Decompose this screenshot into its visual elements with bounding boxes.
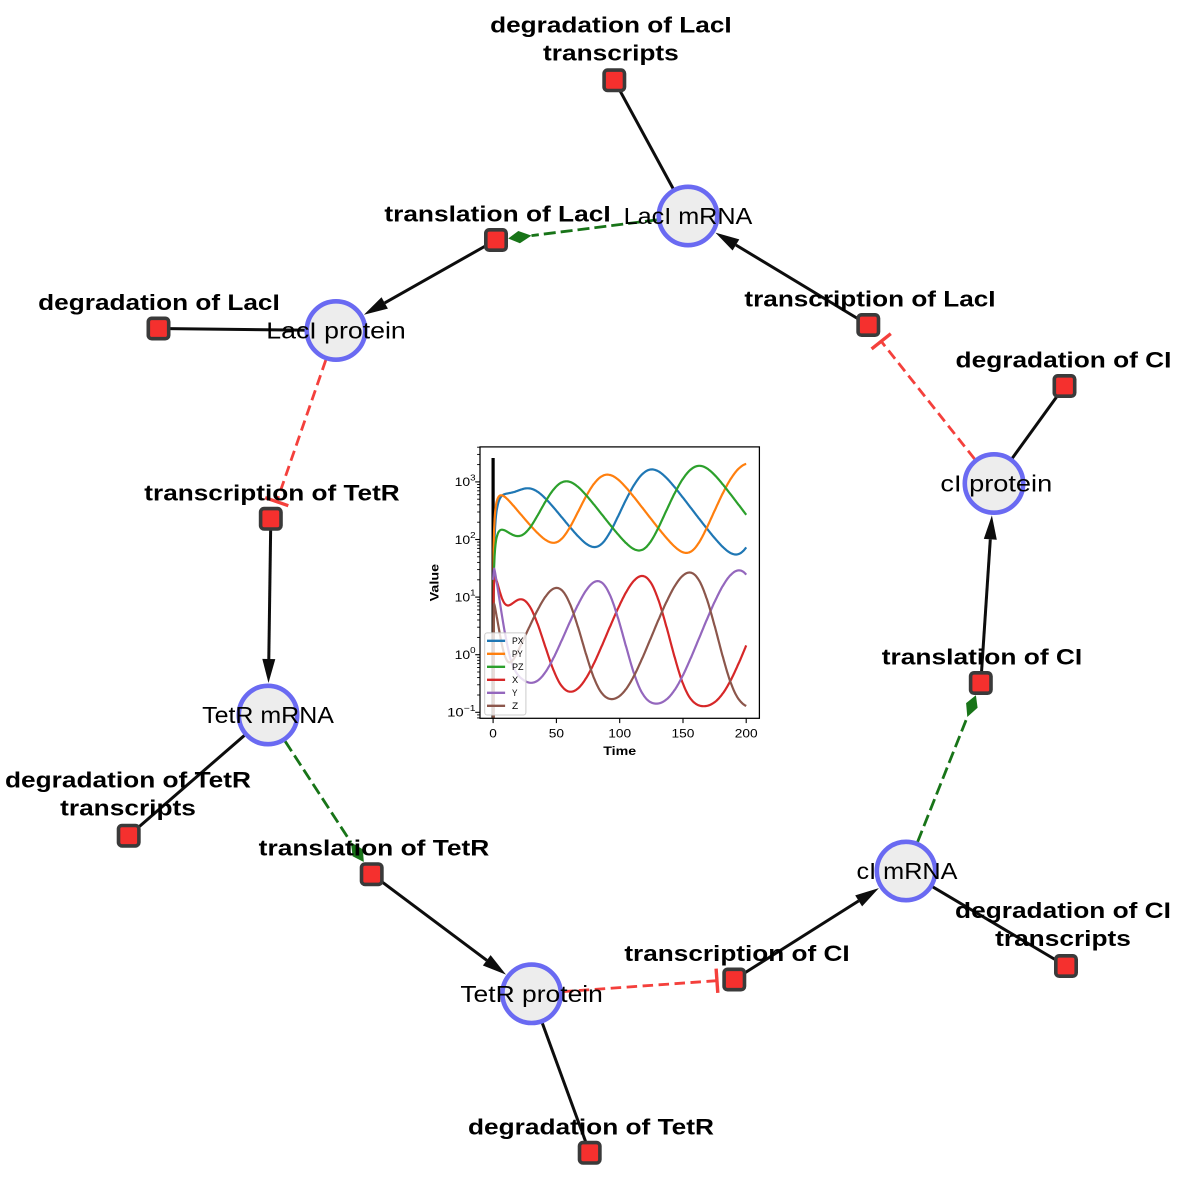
- svg-text:translation of LacI: translation of LacI: [384, 202, 610, 227]
- svg-text:transcription of CI: transcription of CI: [624, 941, 849, 966]
- svg-text:degradation of CI: degradation of CI: [955, 898, 1171, 923]
- svg-text:degradation of LacI: degradation of LacI: [490, 12, 732, 37]
- svg-text:Y: Y: [512, 688, 518, 698]
- svg-text:degradation of LacI: degradation of LacI: [38, 290, 280, 315]
- svg-text:transcription of LacI: transcription of LacI: [744, 287, 995, 312]
- svg-text:100: 100: [608, 727, 631, 741]
- svg-text:LacI mRNA: LacI mRNA: [624, 203, 753, 229]
- svg-text:Value: Value: [428, 563, 442, 601]
- svg-text:X: X: [512, 675, 518, 685]
- svg-text:150: 150: [672, 727, 695, 741]
- svg-text:50: 50: [549, 727, 565, 741]
- svg-text:degradation of TetR: degradation of TetR: [468, 1114, 714, 1139]
- svg-text:cI protein: cI protein: [940, 471, 1052, 497]
- svg-text:transcripts: transcripts: [543, 40, 679, 65]
- svg-text:translation of TetR: translation of TetR: [259, 836, 490, 861]
- svg-text:PX: PX: [512, 636, 524, 646]
- svg-text:TetR mRNA: TetR mRNA: [202, 702, 335, 728]
- svg-text:transcription of TetR: transcription of TetR: [144, 480, 400, 505]
- svg-text:degradation of CI: degradation of CI: [956, 348, 1172, 373]
- svg-text:degradation of TetR: degradation of TetR: [5, 768, 251, 793]
- svg-text:PZ: PZ: [512, 662, 524, 672]
- svg-text:transcripts: transcripts: [60, 796, 196, 821]
- svg-text:cI mRNA: cI mRNA: [857, 858, 959, 884]
- svg-text:Z: Z: [512, 701, 519, 711]
- svg-text:0: 0: [489, 727, 497, 741]
- svg-text:LacI protein: LacI protein: [266, 318, 406, 344]
- svg-text:200: 200: [735, 727, 758, 741]
- svg-text:translation of CI: translation of CI: [882, 645, 1083, 670]
- svg-text:transcripts: transcripts: [995, 926, 1131, 951]
- svg-text:Time: Time: [603, 744, 636, 758]
- svg-text:PY: PY: [512, 649, 523, 659]
- svg-text:TetR protein: TetR protein: [460, 981, 603, 1007]
